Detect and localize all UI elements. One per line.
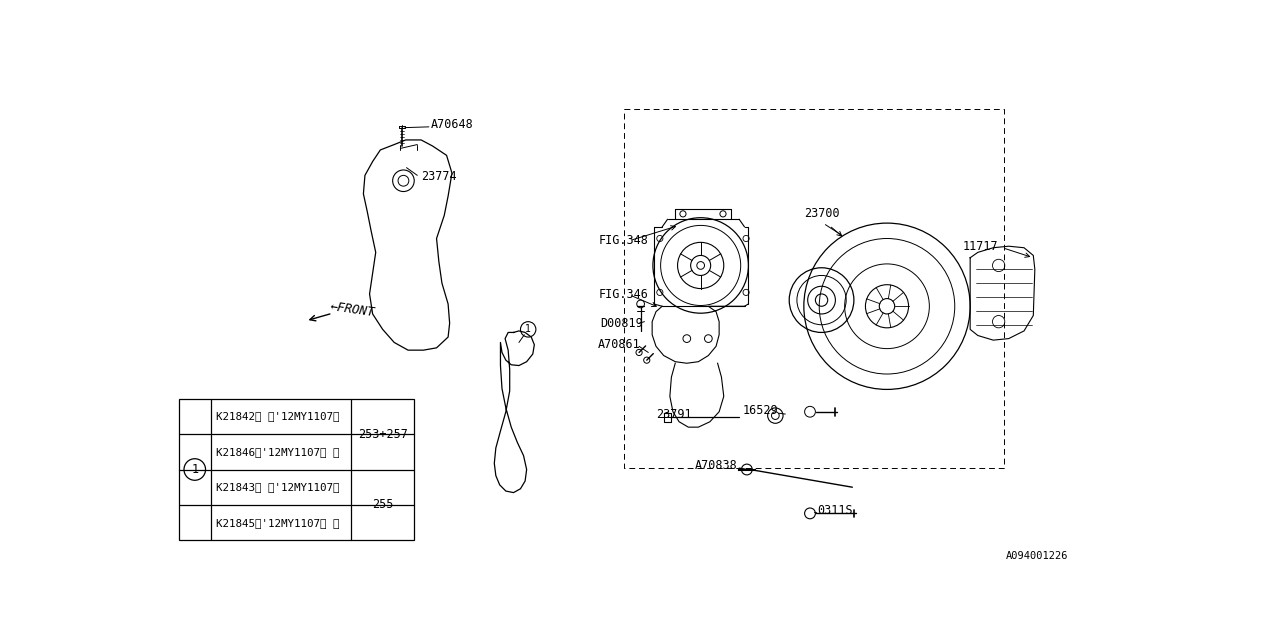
Text: 1: 1 xyxy=(191,463,198,476)
Bar xyxy=(179,399,415,540)
Text: A70861: A70861 xyxy=(598,339,641,351)
Text: 23700: 23700 xyxy=(804,207,840,220)
Text: K21846（'12MY1107－ ）: K21846（'12MY1107－ ） xyxy=(215,447,339,457)
Text: K21842（ －'12MY1107）: K21842（ －'12MY1107） xyxy=(215,412,339,421)
Text: FIG.348: FIG.348 xyxy=(598,234,648,247)
Text: A094001226: A094001226 xyxy=(1006,551,1068,561)
Text: A70648: A70648 xyxy=(431,118,474,131)
Text: 11717: 11717 xyxy=(963,240,998,253)
Text: FIG.346: FIG.346 xyxy=(598,288,648,301)
Text: 23774: 23774 xyxy=(421,170,457,184)
Text: K21843（ －'12MY1107）: K21843（ －'12MY1107） xyxy=(215,482,339,492)
Text: 0311S: 0311S xyxy=(818,504,854,517)
Text: 23791: 23791 xyxy=(657,408,691,420)
Text: D00819: D00819 xyxy=(600,317,644,330)
Text: K21845（'12MY1107－ ）: K21845（'12MY1107－ ） xyxy=(215,518,339,527)
Text: 16529: 16529 xyxy=(742,404,778,417)
Text: A70838: A70838 xyxy=(695,459,737,472)
Text: ←FRONT: ←FRONT xyxy=(329,301,375,319)
Text: 1: 1 xyxy=(525,324,531,334)
Text: 255: 255 xyxy=(372,499,393,511)
Text: 253+257: 253+257 xyxy=(357,428,407,440)
